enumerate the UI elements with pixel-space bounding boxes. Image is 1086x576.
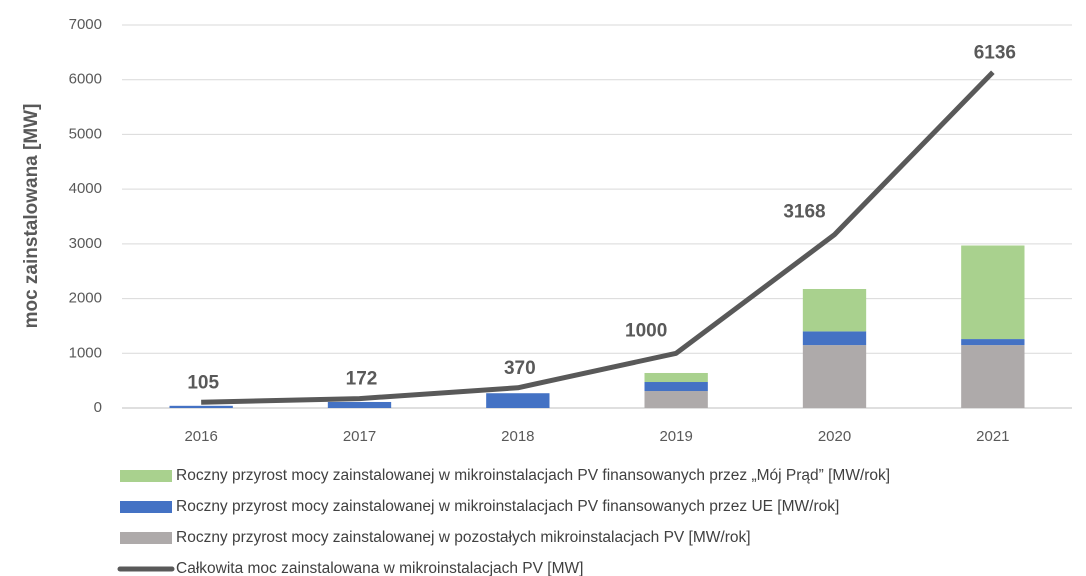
x-tick-label: 2021 xyxy=(976,428,1009,445)
bar-segment xyxy=(961,339,1025,346)
legend-label: Roczny przyrost mocy zainstalowanej w mi… xyxy=(176,467,890,484)
y-tick-label: 7000 xyxy=(69,16,102,33)
legend-swatch xyxy=(120,501,172,513)
bar-segment xyxy=(802,331,867,346)
x-tick-label: 2017 xyxy=(343,428,376,445)
bar-segment xyxy=(169,405,233,408)
bar-segment xyxy=(961,345,1025,408)
y-tick-label: 1000 xyxy=(69,344,102,361)
bar-segment xyxy=(486,393,550,408)
data-label: 172 xyxy=(346,369,378,390)
data-label: 370 xyxy=(504,358,536,379)
x-tick-label: 2018 xyxy=(501,428,534,445)
data-label: 105 xyxy=(187,372,219,393)
x-tick-label: 2016 xyxy=(184,428,217,445)
bar-segment xyxy=(327,401,392,408)
legend-label: Roczny przyrost mocy zainstalowanej w po… xyxy=(176,529,751,546)
y-tick-label: 4000 xyxy=(69,180,102,197)
data-label: 1000 xyxy=(625,320,667,341)
data-label: 3168 xyxy=(783,202,825,223)
legend-swatch xyxy=(120,470,172,482)
y-tick-label: 0 xyxy=(94,399,102,416)
bar-segment xyxy=(644,391,708,408)
bar-segment xyxy=(802,288,867,332)
bar-segment xyxy=(644,372,708,383)
legend-swatch xyxy=(120,532,172,544)
y-tick-label: 5000 xyxy=(69,125,102,142)
bar-segment xyxy=(802,345,867,408)
data-label: 6136 xyxy=(974,42,1016,63)
x-tick-label: 2019 xyxy=(659,428,692,445)
y-tick-label: 6000 xyxy=(69,71,102,88)
bar-segment xyxy=(961,245,1025,340)
y-tick-label: 3000 xyxy=(69,235,102,252)
legend-label: Roczny przyrost mocy zainstalowanej w mi… xyxy=(176,498,839,515)
bar-segment xyxy=(644,382,708,392)
legend-label: Całkowita moc zainstalowana w mikroinsta… xyxy=(176,560,583,576)
y-tick-label: 2000 xyxy=(69,290,102,307)
y-axis-title: moc zainstalowana [MW] xyxy=(21,104,42,329)
x-tick-label: 2020 xyxy=(818,428,851,445)
line-series xyxy=(201,70,995,405)
